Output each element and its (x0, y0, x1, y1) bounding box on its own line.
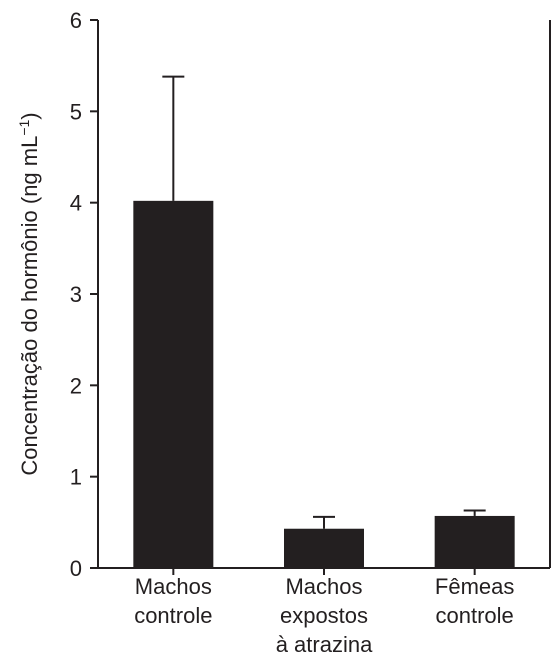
y-tick-label: 6 (70, 8, 82, 33)
x-category-label-line: Machos (135, 574, 212, 599)
bar (284, 528, 364, 568)
x-category-label-line: expostos (280, 603, 368, 628)
y-axis-title-superscript: −1 (16, 119, 32, 135)
y-tick-label: 2 (70, 373, 82, 398)
y-tick-label: 3 (70, 282, 82, 307)
y-axis-title: Concentração do hormônio (ng mL−1) (16, 112, 42, 475)
bar (133, 200, 214, 568)
x-category-label: Machos controle (134, 574, 212, 628)
x-category-label-line: Machos (285, 574, 362, 599)
x-category-label-line: à atrazina (276, 632, 373, 657)
x-category-label: Machos expostos à atrazina (276, 574, 373, 657)
y-axis-ticks: 0 1 2 3 4 5 6 (70, 8, 98, 581)
y-tick-label: 0 (70, 556, 82, 581)
bar (434, 515, 515, 568)
y-tick-label: 5 (70, 99, 82, 124)
x-category-label-line: Fêmeas (435, 574, 514, 599)
bar-series (133, 200, 515, 568)
y-tick-label: 4 (70, 191, 82, 216)
y-tick-label: 1 (70, 465, 82, 490)
x-category-label-line: controle (436, 603, 514, 628)
x-category-label-line: controle (134, 603, 212, 628)
x-axis-category-labels: Machos controle Machos expostos à atrazina Fê… (134, 568, 514, 657)
y-axis-title-close: ) (17, 112, 42, 119)
error-bars (162, 75, 486, 529)
y-axis-title-main: Concentração do hormônio (ng mL (17, 136, 42, 476)
x-category-label: Fêmeas controle (435, 574, 514, 628)
